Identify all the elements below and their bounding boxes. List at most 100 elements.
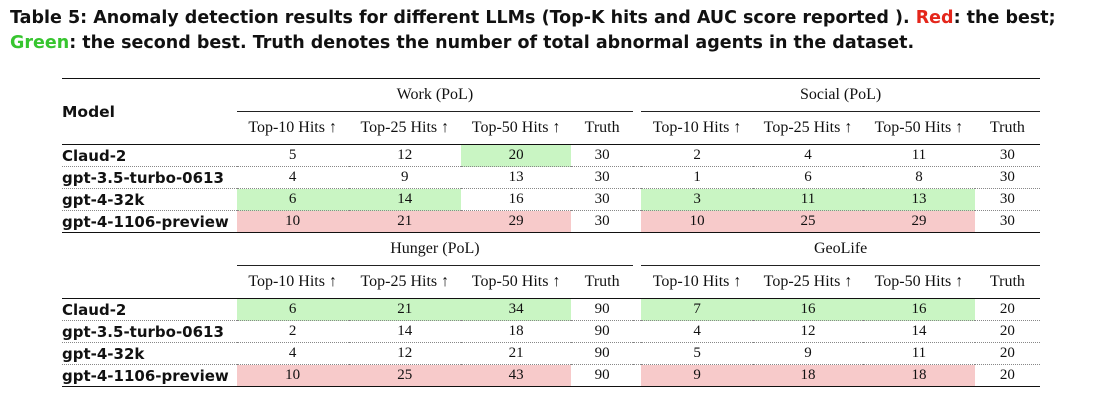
column-header: Truth [989,119,1025,136]
table-cell: 5 [641,342,753,365]
gap-cell [633,342,642,365]
table-cell: 4 [752,144,864,167]
caption-green-word: Green [10,33,70,53]
model-header: Model [62,102,115,121]
table-cell: 90 [571,364,634,387]
table-cell: 10 [236,210,349,233]
table-row: Claud-2 5 12 20 30 2 4 11 30 [62,144,1040,167]
table-cell: 6 [752,166,864,189]
table-cell: 20 [974,320,1040,343]
table-cell: 11 [863,144,975,167]
gap-cell [633,364,642,387]
table-caption: Table 5: Anomaly detection results for d… [10,6,1086,56]
group-title: GeoLife [641,232,1040,266]
column-header: Truth [584,119,620,136]
table-cell: 90 [571,298,634,321]
model-name: gpt-4-32k [62,188,237,211]
column-header-row: Top-10 Hits ↑ Top-25 Hits ↑ Top-50 Hits ↑ T… [62,266,1040,299]
gap-cell [633,266,641,299]
table-cell: 20 [461,144,572,167]
table-cell: 30 [974,166,1040,189]
gap-cell [633,298,642,321]
table-cell: 90 [571,320,634,343]
gap-cell [633,144,642,167]
table-row: Claud-2 6 21 34 90 7 16 16 20 [62,298,1040,321]
column-header: Top-50 Hits ↑ [471,119,561,136]
gap-cell [633,320,642,343]
table-cell: 6 [236,298,349,321]
column-header: Top-25 Hits ↑ [763,273,853,290]
table-row: gpt-4-1106-preview 10 21 29 30 10 25 29 30 [62,210,1040,233]
table-cell: 30 [571,210,634,233]
column-header: Top-50 Hits ↑ [874,273,964,290]
table-cell: 18 [752,364,864,387]
column-header: Truth [584,273,620,290]
column-header: Top-25 Hits ↑ [763,119,853,136]
rule-top [62,78,1040,79]
gap-cell [633,166,642,189]
group-header-row: Hunger (PoL) GeoLife [62,232,1040,266]
table-cell: 7 [641,298,753,321]
table-cell: 9 [348,166,462,189]
table-cell: 1 [641,166,753,189]
table-cell: 8 [863,166,975,189]
table-cell: 21 [348,210,462,233]
model-name: gpt-4-1106-preview [62,210,237,233]
table-cell: 90 [571,342,634,365]
gap-cell [633,188,642,211]
table-cell: 18 [863,364,975,387]
group-title: Work (PoL) [236,79,634,112]
table-row: gpt-4-32k 6 14 16 30 3 11 13 30 [62,188,1040,211]
table-cell: 43 [461,364,572,387]
results-table: Model Work (PoL) Social (PoL) Top-10 Hits ↑… [62,78,1040,387]
table-cell: 29 [461,210,572,233]
caption-middle: : the best; [953,8,1056,28]
column-header: Top-50 Hits ↑ [471,273,561,290]
table-cell: 21 [461,342,572,365]
model-name: gpt-3.5-turbo-0613 [62,166,237,189]
caption-red-word: Red [915,8,954,28]
model-name: gpt-4-1106-preview [62,364,237,387]
table-cell: 12 [348,342,462,365]
table-cell: 16 [863,298,975,321]
gap-cell [633,233,641,266]
table-cell: 11 [752,188,864,211]
table-cell: 4 [236,342,349,365]
column-header: Top-25 Hits ↑ [360,273,450,290]
table-row: gpt-4-1106-preview 10 25 43 90 9 18 18 20 [62,364,1040,387]
table-cell: 25 [348,364,462,387]
table-cell: 4 [641,320,753,343]
table-cell: 10 [236,364,349,387]
table-row: gpt-3.5-turbo-0613 4 9 13 30 1 6 8 30 [62,166,1040,189]
table-cell: 34 [461,298,572,321]
group-title: Hunger (PoL) [236,232,634,266]
table-cell: 12 [752,320,864,343]
table-cell: 29 [863,210,975,233]
table-cell: 12 [348,144,462,167]
gap-cell [633,210,642,233]
column-header: Truth [989,273,1025,290]
table-cell: 16 [752,298,864,321]
column-header: Top-50 Hits ↑ [874,119,964,136]
table-cell: 10 [641,210,753,233]
group-title: Social (PoL) [641,79,1040,112]
table-cell: 30 [974,188,1040,211]
spacer-cell [62,233,237,299]
table-cell: 30 [571,166,634,189]
table-cell: 14 [348,188,462,211]
gap-cell [633,112,641,145]
group-header-row: Model Work (PoL) Social (PoL) [62,79,1040,121]
table-row: gpt-3.5-turbo-0613 2 14 18 90 4 12 14 20 [62,320,1040,343]
column-header: Top-10 Hits ↑ [652,273,742,290]
table-cell: 18 [461,320,572,343]
table-cell: 3 [641,188,753,211]
table-cell: 9 [752,342,864,365]
column-header: Top-10 Hits ↑ [248,273,337,290]
model-name: gpt-4-32k [62,342,237,365]
table-cell: 20 [974,298,1040,321]
table-cell: 2 [236,320,349,343]
table-row: gpt-4-32k 4 12 21 90 5 9 11 20 [62,342,1040,365]
table-cell: 20 [974,364,1040,387]
model-name: Claud-2 [62,298,237,321]
table-cell: 16 [461,188,572,211]
